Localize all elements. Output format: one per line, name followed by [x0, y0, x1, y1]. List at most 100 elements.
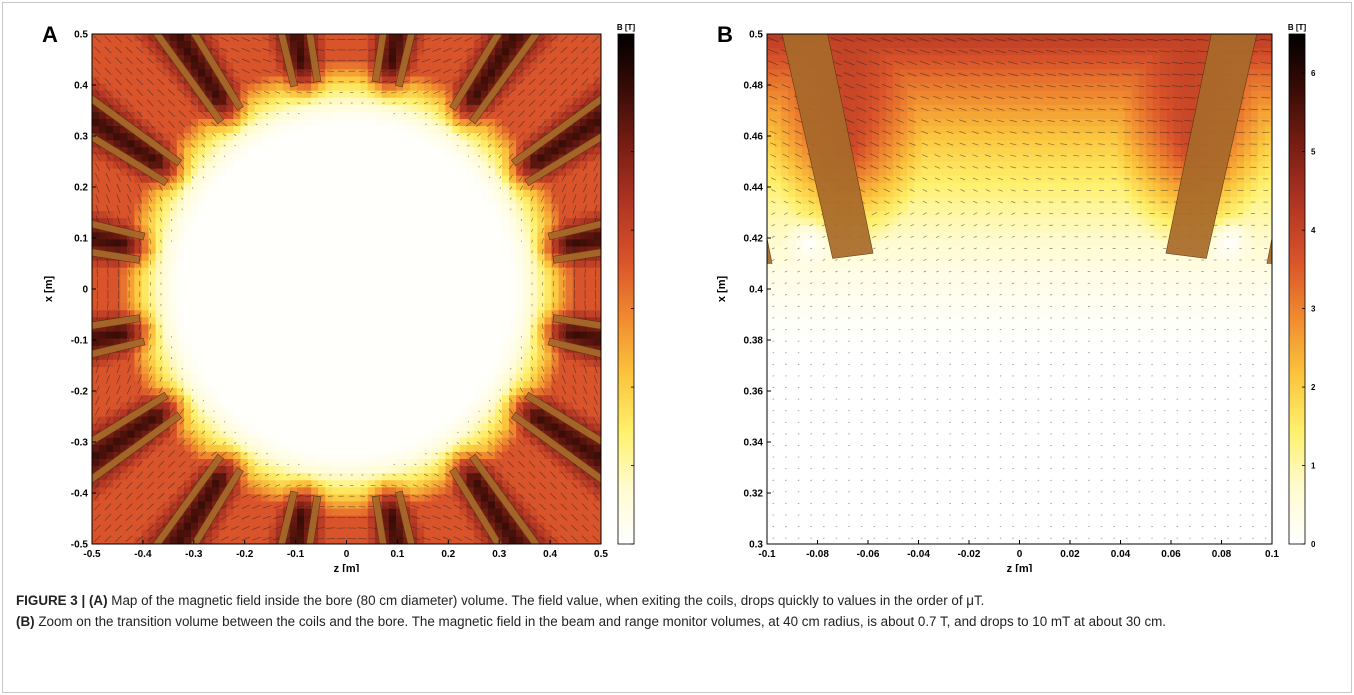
coil-21 — [152, 453, 224, 544]
coil-19 — [92, 391, 169, 446]
coil-32 — [552, 314, 601, 330]
panel-letter: A — [42, 22, 58, 47]
x-tick-label: 0.06 — [1161, 549, 1181, 560]
colorbar-title: B [T] — [1288, 23, 1307, 32]
y-tick-label: -0.4 — [71, 489, 89, 500]
x-tick-label: 0.04 — [1111, 549, 1131, 560]
colorbar-tick-label: 4 — [1311, 226, 1316, 235]
panel-b: -0.1 -0.08 -0.06 -0.04 -0.02 0 0.02 0.04 0.06 0.0… — [715, 16, 1345, 572]
coil-1 — [552, 248, 601, 264]
y-tick-label: 0.42 — [744, 234, 764, 245]
x-tick-label: 0.08 — [1212, 549, 1232, 560]
coil-17 — [92, 314, 141, 330]
coils — [92, 34, 601, 544]
x-tick-label: 0.4 — [543, 549, 557, 560]
y-tick-label: 0.46 — [744, 132, 764, 143]
y-tick-label: 0.5 — [74, 30, 88, 41]
coil-1 — [781, 34, 874, 259]
coil-4 — [510, 94, 601, 167]
colorbar-tick-label: 6 — [1311, 69, 1316, 78]
coil-7 — [395, 34, 416, 88]
coil-8 — [371, 34, 388, 83]
x-tick-label: 0.3 — [492, 549, 506, 560]
coil-4 — [767, 237, 773, 264]
panel-letter: B — [717, 22, 733, 47]
coil-13 — [92, 94, 183, 167]
coil-15 — [92, 220, 146, 241]
figure-label: FIGURE 3 | — [16, 593, 86, 608]
y-tick-label: 0.32 — [744, 489, 764, 500]
y-axis-label: x [m] — [43, 276, 55, 303]
caption-a-text: Map of the magnetic field inside the bor… — [111, 593, 985, 608]
coil-20 — [92, 411, 183, 484]
colorbar-tick-label: 0 — [1311, 540, 1316, 549]
caption-a-label: (A) — [88, 593, 108, 608]
coil-31 — [547, 337, 601, 358]
y-tick-label: 0 — [82, 285, 88, 296]
y-tick-label: 0.44 — [744, 183, 764, 194]
x-tick-label: -0.1 — [758, 549, 776, 560]
coil-24 — [305, 495, 322, 544]
coil-30 — [524, 391, 601, 446]
coil-16 — [92, 248, 141, 264]
colorbar-title: B [T] — [617, 23, 636, 32]
y-tick-label: 0.34 — [744, 438, 764, 449]
y-tick-label: -0.3 — [71, 438, 89, 449]
colorbar-tick-label: 2 — [1311, 383, 1316, 392]
coil-14 — [92, 132, 169, 187]
y-tick-label: 0.1 — [74, 234, 88, 245]
x-tick-label: -0.1 — [287, 549, 305, 560]
coil-22 — [190, 467, 244, 544]
y-tick-label: 0.38 — [744, 336, 764, 347]
y-tick-label: 0.36 — [744, 387, 764, 398]
x-tick-label: 0.5 — [594, 549, 608, 560]
coil-3 — [524, 132, 601, 187]
caption-line-b: (B) Zoom on the transition volume betwee… — [16, 611, 1336, 632]
y-tick-label: -0.1 — [71, 336, 89, 347]
plot-a: -0.5 -0.4 -0.3 -0.2 -0.1 0 0.1 0.2 0.3 0.4 0.5 -0.5… — [40, 16, 640, 572]
x-tick-label: 0.2 — [441, 549, 455, 560]
x-tick-label: 0 — [344, 549, 350, 560]
coils — [767, 34, 1272, 264]
coil-18 — [92, 337, 146, 358]
y-tick-label: 0.2 — [74, 183, 88, 194]
coil-9 — [305, 34, 322, 83]
y-tick-label: 0.4 — [74, 81, 88, 92]
x-tick-label: -0.04 — [907, 549, 930, 560]
x-tick-label: -0.08 — [806, 549, 829, 560]
coil-2 — [547, 220, 601, 241]
coil-6 — [449, 34, 503, 111]
caption-b-text: Zoom on the transition volume between th… — [38, 614, 1167, 629]
colorbar-tick-label: 3 — [1311, 305, 1316, 314]
x-tick-label: -0.06 — [857, 549, 880, 560]
y-tick-label: -0.2 — [71, 387, 89, 398]
x-tick-label: 0.1 — [390, 549, 404, 560]
coil-25 — [371, 495, 388, 544]
x-axis-label: z [m] — [1007, 563, 1033, 572]
colorbar — [617, 33, 635, 545]
y-tick-label: 0.4 — [749, 285, 763, 296]
caption-b-label: (B) — [16, 614, 35, 629]
figure-caption: FIGURE 3 | (A) Map of the magnetic field… — [16, 590, 1336, 632]
x-tick-label: -0.5 — [83, 549, 101, 560]
colorbar-tick-label: 5 — [1311, 148, 1316, 157]
chart-svg-b: -0.1 -0.08 -0.06 -0.04 -0.02 0 0.02 0.04 0.06 0.0… — [716, 22, 1316, 572]
coil-12 — [152, 34, 224, 125]
field-map — [92, 34, 601, 544]
plot-b: -0.1 -0.08 -0.06 -0.04 -0.02 0 0.02 0.04 0.06 0.0… — [715, 16, 1345, 572]
x-tick-label: -0.02 — [958, 549, 981, 560]
field-arrows — [93, 35, 600, 543]
y-tick-label: 0.3 — [74, 132, 88, 143]
y-tick-label: -0.5 — [71, 540, 89, 551]
x-tick-label: 0 — [1017, 549, 1023, 560]
coil-23 — [277, 490, 298, 544]
coil-26 — [395, 490, 416, 544]
x-tick-label: 0.02 — [1060, 549, 1080, 560]
field-map — [767, 34, 1272, 544]
chart-svg-a: -0.5 -0.4 -0.3 -0.2 -0.1 0 0.1 0.2 0.3 0.4 0.5 -0.5… — [42, 22, 636, 572]
y-axis-label: x [m] — [716, 276, 728, 303]
coil-27 — [449, 467, 503, 544]
caption-line-a: FIGURE 3 | (A) Map of the magnetic field… — [16, 590, 1336, 611]
colorbar — [1288, 33, 1306, 545]
